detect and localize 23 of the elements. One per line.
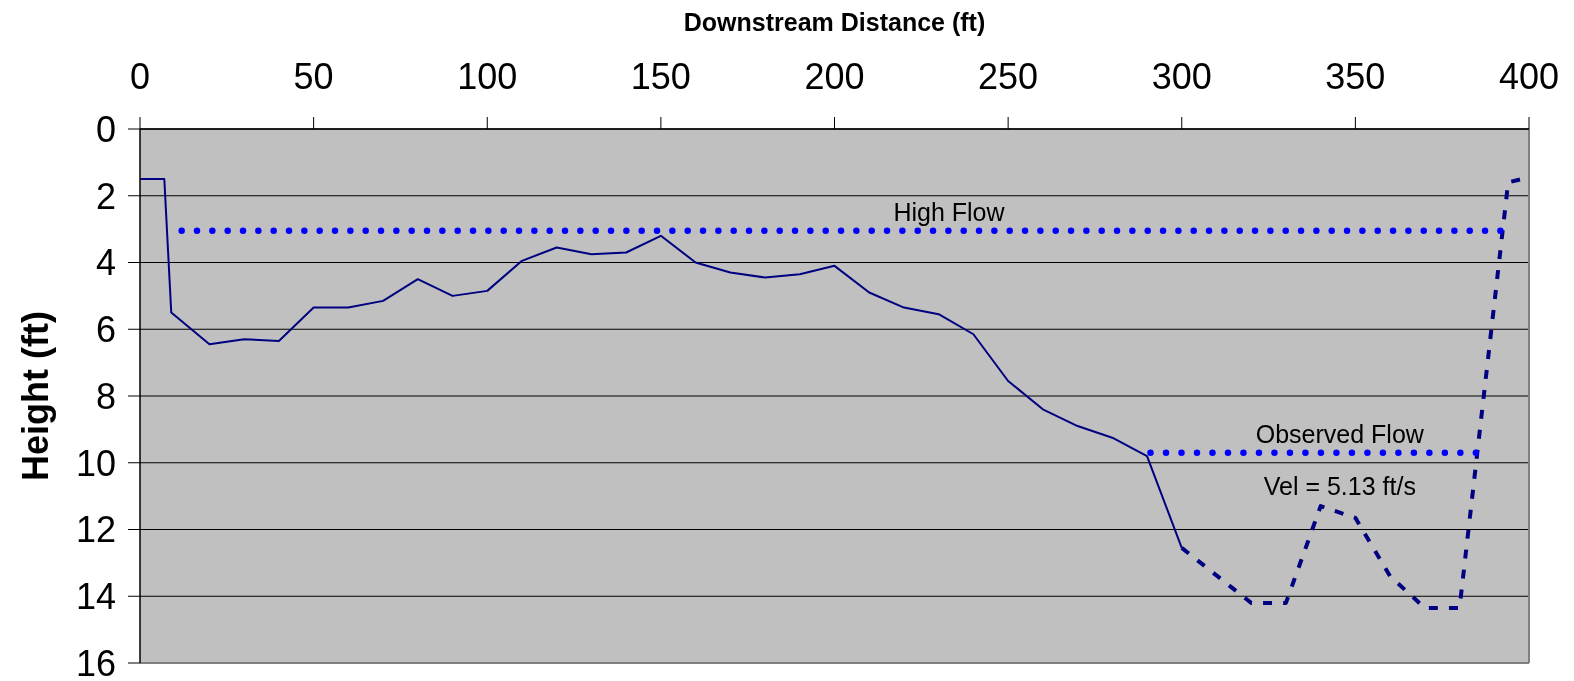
y-tick-label: 0 xyxy=(95,108,116,150)
annotation: Vel = 5.13 ft/s xyxy=(1263,471,1416,500)
x-tick-label: 400 xyxy=(1498,56,1560,97)
y-tick-label: 16 xyxy=(75,642,116,681)
x-tick-label: 0 xyxy=(129,56,151,97)
y-tick-label: 2 xyxy=(95,175,116,217)
x-tick-label: 250 xyxy=(978,56,1039,97)
series-label: Observed Flow xyxy=(1255,419,1425,448)
y-tick-label: 8 xyxy=(95,375,116,417)
x-tick-label: 50 xyxy=(293,56,334,97)
x-tick-label: 350 xyxy=(1325,56,1386,97)
x-tick-label: 200 xyxy=(804,56,865,97)
y-tick-label: 4 xyxy=(95,242,116,284)
x-tick-label: 100 xyxy=(457,56,518,97)
y-tick-label: 14 xyxy=(75,576,116,618)
x-tick-label: 300 xyxy=(1151,56,1212,97)
y-axis-title: Height (ft) xyxy=(15,311,56,481)
y-tick-label: 6 xyxy=(95,309,116,351)
x-axis-title: Downstream Distance (ft) xyxy=(683,8,986,36)
series-label: High Flow xyxy=(893,197,1006,226)
x-tick-label: 150 xyxy=(630,56,691,97)
y-tick-label: 10 xyxy=(75,442,116,484)
y-tick-label: 12 xyxy=(75,509,116,551)
